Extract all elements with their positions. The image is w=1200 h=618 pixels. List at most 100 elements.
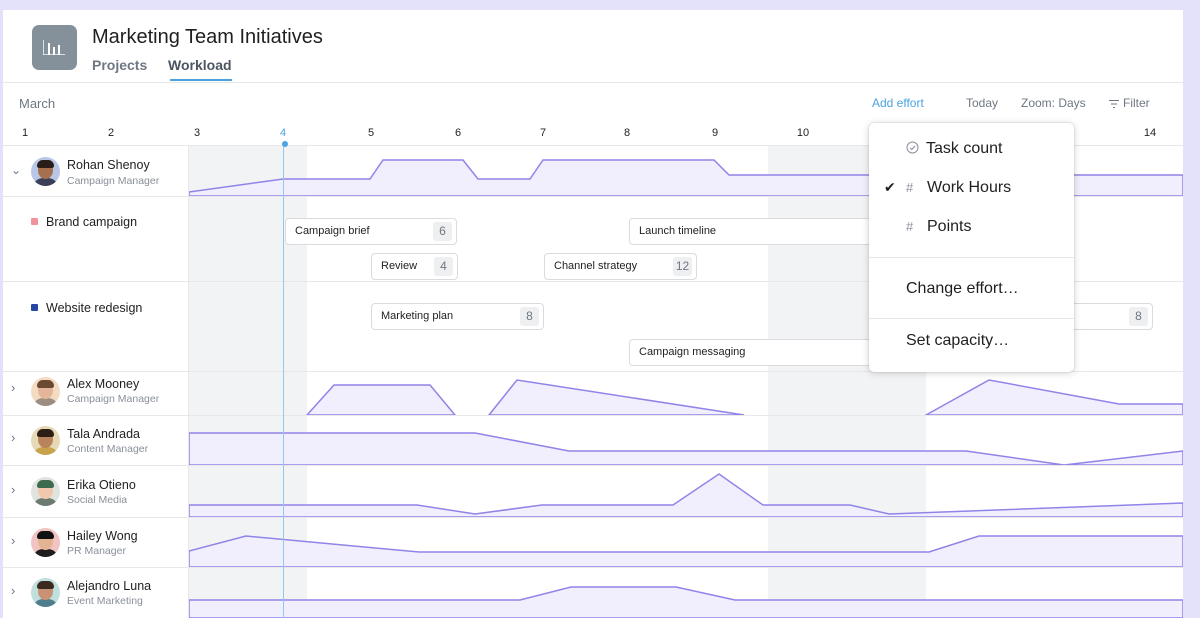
row-divider: [3, 567, 1183, 568]
circle-check-icon: [906, 141, 919, 157]
menu-item-label: Change effort…: [906, 280, 1019, 297]
tab-workload[interactable]: Workload: [168, 57, 232, 73]
task-channel-strategy[interactable]: Channel strategy 12: [544, 253, 697, 280]
person-role: PR Manager: [67, 545, 126, 557]
menu-item-points[interactable]: # Points: [869, 210, 1074, 246]
person-role: Campaign Manager: [67, 175, 160, 187]
menu-item-task-count[interactable]: Task count: [869, 132, 1074, 168]
avatar: [31, 528, 60, 557]
task-effort: 8: [1129, 307, 1148, 326]
add-effort-button[interactable]: Add effort: [872, 96, 924, 110]
project-name: Brand campaign: [46, 215, 138, 229]
chevron-right-icon[interactable]: ›: [11, 430, 16, 445]
row-divider: [3, 196, 1183, 197]
day-label: 2: [107, 127, 115, 139]
task-label: Marketing plan: [381, 310, 454, 322]
person-name: Tala Andrada: [67, 427, 140, 441]
menu-item-label: Task count: [926, 140, 1003, 157]
person-role: Event Marketing: [67, 595, 143, 607]
person-role: Campaign Manager: [67, 393, 160, 405]
person-role: Content Manager: [67, 443, 149, 455]
project-name: Website redesign: [46, 301, 143, 315]
project-color-dot: [31, 218, 38, 225]
task-marketing-plan[interactable]: Marketing plan 8: [371, 303, 544, 330]
day-label: 8: [623, 127, 631, 139]
task-effort: 8: [520, 307, 539, 326]
day-label: 5: [367, 127, 375, 139]
menu-item-change-effort[interactable]: Change effort…: [869, 272, 1074, 308]
project-color-dot: [31, 304, 38, 311]
workload-app: Marketing Team Initiatives Projects Work…: [3, 10, 1183, 618]
person-name: Hailey Wong: [67, 529, 138, 543]
task-campaign-messaging[interactable]: Campaign messaging: [629, 339, 889, 366]
chevron-down-icon[interactable]: ⌄: [11, 163, 22, 177]
workload-graph-alex: [487, 379, 745, 416]
task-campaign-brief[interactable]: Campaign brief 6: [285, 218, 457, 245]
today-button[interactable]: Today: [966, 96, 999, 110]
active-tab-indicator: [170, 79, 232, 81]
day-label-today: 4: [279, 127, 287, 139]
month-label: March: [19, 96, 56, 111]
menu-item-label: Work Hours: [927, 179, 1012, 196]
person-name: Alex Mooney: [67, 377, 140, 391]
tab-projects[interactable]: Projects: [92, 57, 148, 73]
task-effort: 12: [673, 257, 692, 276]
day-label: 10: [796, 127, 810, 139]
task-effort: 6: [433, 222, 452, 241]
chevron-right-icon[interactable]: ›: [11, 583, 16, 598]
project-brand-campaign: Brand campaign: [31, 215, 137, 229]
chevron-right-icon[interactable]: ›: [11, 482, 16, 497]
person-row-tala[interactable]: › Tala Andrada Content Manager: [3, 415, 189, 465]
filter-icon: [1109, 100, 1119, 108]
menu-item-set-capacity[interactable]: Set capacity…: [869, 324, 1074, 360]
row-divider: [3, 465, 1183, 466]
zoom-button[interactable]: Zoom: Days: [1021, 96, 1086, 110]
person-row-alejandro[interactable]: › Alejandro Luna Event Marketing: [3, 567, 189, 618]
task-label: Review: [381, 260, 418, 272]
person-row-hailey[interactable]: › Hailey Wong PR Manager: [3, 517, 189, 567]
page-title: Marketing Team Initiatives: [92, 26, 323, 48]
task-review[interactable]: Review 4: [371, 253, 458, 280]
task-label: Launch timeline: [639, 225, 717, 237]
avatar: [31, 578, 60, 607]
menu-divider: [869, 257, 1074, 258]
chevron-right-icon[interactable]: ›: [11, 533, 16, 548]
task-launch-timeline[interactable]: Launch timeline: [629, 218, 889, 245]
row-divider: [3, 371, 1183, 372]
day-label: 14: [1143, 127, 1157, 139]
page-header: Marketing Team Initiatives Projects Work…: [3, 10, 1183, 83]
workload-graph-alejandro: [189, 586, 1183, 618]
people-column: ⌄ Rohan Shenoy Campaign Manager Brand ca…: [3, 146, 189, 618]
person-row-erika[interactable]: › Erika Otieno Social Media: [3, 465, 189, 517]
row-divider: [3, 517, 1183, 518]
project-website-redesign: Website redesign: [31, 301, 142, 315]
filter-button[interactable]: Filter: [1109, 96, 1150, 110]
avatar: [31, 157, 60, 186]
menu-item-work-hours[interactable]: ✔ # Work Hours: [869, 171, 1074, 207]
filter-label: Filter: [1123, 96, 1150, 110]
task-label: Campaign messaging: [639, 346, 746, 358]
hash-icon: #: [906, 219, 914, 234]
hash-icon: #: [906, 180, 914, 195]
today-marker: [282, 141, 288, 147]
person-name: Erika Otieno: [67, 478, 136, 492]
project-chart-icon: [32, 25, 77, 70]
task-label: Campaign brief: [295, 225, 370, 237]
workload-graph-tala: [189, 432, 1183, 466]
task-effort: 4: [434, 257, 453, 276]
avatar: [31, 377, 60, 406]
person-name: Rohan Shenoy: [67, 158, 150, 172]
menu-item-label: Set capacity…: [906, 332, 1010, 349]
avatar: [31, 426, 60, 455]
today-line: [283, 146, 284, 618]
row-divider: [3, 415, 1183, 416]
person-row-alex[interactable]: › Alex Mooney Campaign Manager: [3, 371, 189, 415]
workload-graph-erika: [189, 473, 1183, 518]
person-role: Social Media: [67, 494, 128, 506]
workload-graph-alex: [305, 384, 457, 416]
avatar: [31, 477, 60, 506]
day-label: 9: [711, 127, 719, 139]
chevron-right-icon[interactable]: ›: [11, 380, 16, 395]
person-row-rohan[interactable]: ⌄ Rohan Shenoy Campaign Manager: [3, 146, 189, 196]
person-name: Alejandro Luna: [67, 579, 152, 593]
